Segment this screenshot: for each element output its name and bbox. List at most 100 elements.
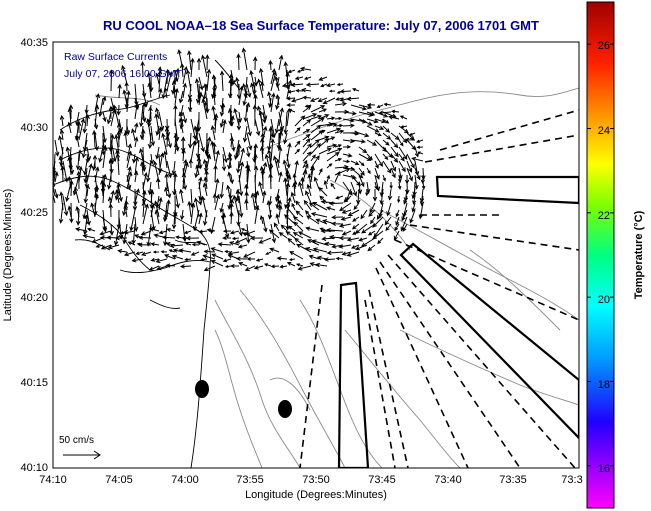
current-vector bbox=[286, 79, 293, 99]
current-vector bbox=[303, 199, 312, 211]
current-vector bbox=[287, 69, 296, 74]
current-vector bbox=[294, 115, 306, 127]
current-vector bbox=[366, 153, 373, 161]
current-vector bbox=[249, 69, 256, 92]
current-vector bbox=[198, 76, 204, 91]
current-vector bbox=[298, 181, 304, 197]
current-vector bbox=[139, 104, 144, 128]
current-vector bbox=[399, 115, 408, 120]
current-vector bbox=[158, 230, 168, 235]
current-vector bbox=[155, 72, 160, 85]
current-vector bbox=[231, 236, 240, 241]
current-vector bbox=[293, 221, 304, 232]
current-vector bbox=[252, 56, 258, 71]
colorbar-tick-label: 18 bbox=[598, 379, 610, 391]
current-vector bbox=[94, 166, 100, 183]
current-vector bbox=[54, 139, 60, 157]
current-vector bbox=[285, 71, 290, 85]
current-vector bbox=[179, 264, 192, 269]
current-vector bbox=[295, 210, 304, 218]
legend-line-1: Raw Surface Currents bbox=[64, 51, 167, 63]
current-vector bbox=[350, 244, 360, 249]
colorbar-tick-label: 16 bbox=[598, 463, 610, 475]
current-vector bbox=[278, 54, 284, 71]
current-vector bbox=[94, 93, 100, 113]
current-vector bbox=[101, 182, 107, 204]
current-vector bbox=[85, 113, 90, 127]
current-vector bbox=[166, 181, 172, 199]
current-vector bbox=[124, 199, 129, 211]
current-vector bbox=[116, 182, 121, 197]
current-vector bbox=[166, 227, 176, 232]
current-vector bbox=[173, 133, 178, 148]
current-vector bbox=[374, 125, 385, 130]
current-vector bbox=[342, 123, 355, 128]
current-vector bbox=[351, 223, 360, 230]
current-vector bbox=[280, 224, 288, 232]
legend-line-2: July 07, 2006 16:00 GMT bbox=[64, 68, 182, 80]
current-vector bbox=[297, 265, 312, 271]
current-vector bbox=[90, 202, 96, 218]
current-vector bbox=[221, 212, 227, 225]
current-vector bbox=[366, 103, 376, 107]
colorbar-tick-label: 20 bbox=[598, 294, 610, 306]
current-vector bbox=[275, 94, 281, 106]
current-vector bbox=[387, 188, 393, 201]
current-vector bbox=[214, 193, 220, 211]
current-vector bbox=[411, 156, 424, 162]
current-vector bbox=[147, 132, 153, 150]
current-vector bbox=[206, 228, 216, 233]
current-vector bbox=[141, 102, 147, 120]
current-vector bbox=[278, 107, 284, 127]
current-vector bbox=[302, 159, 308, 169]
current-vector bbox=[203, 83, 208, 106]
current-vector bbox=[193, 125, 200, 148]
current-vector bbox=[266, 200, 272, 218]
current-vector bbox=[400, 125, 408, 129]
current-vector bbox=[131, 223, 136, 245]
current-vector bbox=[100, 179, 105, 197]
current-vector bbox=[294, 148, 301, 155]
current-vector bbox=[414, 174, 419, 190]
current-vector bbox=[285, 96, 296, 101]
current-vector bbox=[261, 190, 267, 204]
current-vector bbox=[82, 111, 88, 134]
current-vector bbox=[81, 139, 88, 159]
current-vector bbox=[142, 189, 147, 204]
current-vector bbox=[304, 247, 320, 253]
current-vector bbox=[153, 200, 160, 218]
current-vector bbox=[54, 171, 59, 183]
current-vector bbox=[227, 155, 233, 169]
current-vector bbox=[286, 107, 292, 127]
plot-frame bbox=[52, 41, 580, 469]
current-vector bbox=[260, 168, 266, 190]
current-vector bbox=[358, 118, 373, 126]
current-vector bbox=[190, 118, 197, 140]
current-vector bbox=[75, 153, 81, 171]
current-vector bbox=[268, 172, 273, 190]
current-vector bbox=[244, 198, 249, 211]
current-vector bbox=[109, 69, 114, 92]
current-vector bbox=[326, 163, 333, 169]
x-tick-label: 73:50 bbox=[302, 474, 330, 486]
current-vector bbox=[173, 142, 179, 155]
x-tick-label: 74:10 bbox=[39, 474, 67, 486]
current-vector bbox=[343, 195, 352, 203]
current-vector bbox=[102, 111, 107, 123]
current-vector bbox=[257, 78, 264, 99]
current-vector bbox=[334, 129, 345, 134]
current-vector bbox=[165, 263, 176, 268]
current-vector bbox=[285, 169, 290, 183]
current-vector bbox=[164, 186, 169, 197]
current-vector bbox=[187, 200, 192, 218]
current-vector bbox=[398, 160, 406, 173]
current-vector bbox=[341, 251, 352, 256]
colorbar-gradient bbox=[586, 1, 615, 509]
current-vector bbox=[374, 118, 387, 124]
current-vector bbox=[146, 71, 152, 92]
current-vector bbox=[59, 114, 65, 127]
current-vector bbox=[408, 132, 416, 136]
current-vector bbox=[178, 248, 192, 253]
current-vector bbox=[275, 213, 280, 225]
current-vector bbox=[124, 81, 129, 92]
